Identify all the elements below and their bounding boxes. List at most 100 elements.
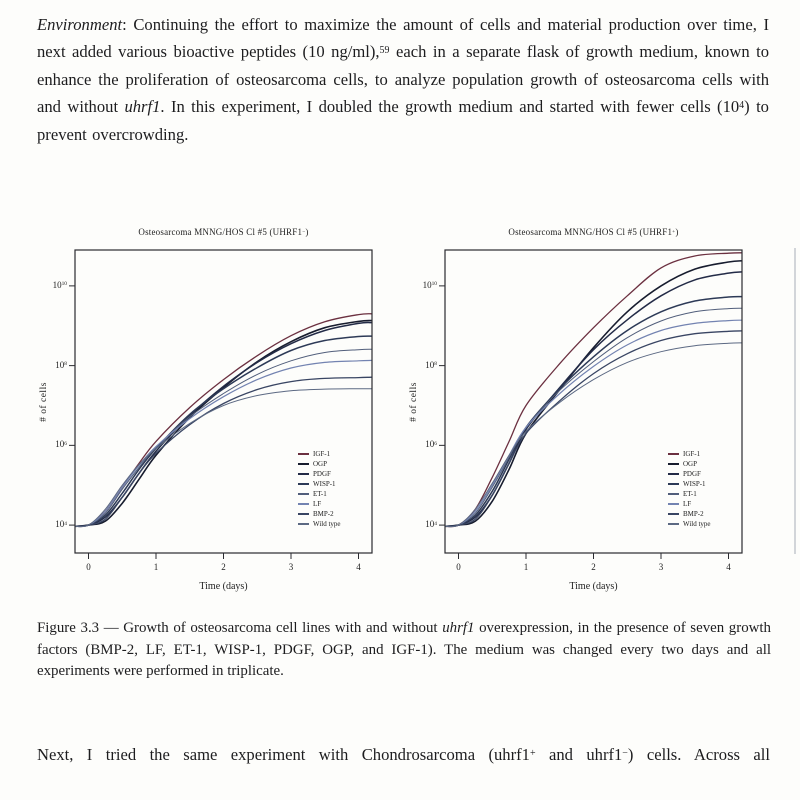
text-run: − bbox=[302, 228, 306, 235]
legend-swatch-wisp-1 bbox=[668, 482, 679, 486]
legend-item-lf: LF bbox=[668, 499, 711, 509]
legend-label: OGP bbox=[313, 459, 328, 468]
legend-item-igf-1: IGF-1 bbox=[668, 449, 711, 459]
curve-ogp bbox=[75, 319, 372, 528]
legend-item-ogp: OGP bbox=[668, 459, 711, 469]
text-run: uhrf1 bbox=[442, 620, 475, 636]
legend-swatch-igf-1 bbox=[298, 453, 309, 455]
curve-pdgf bbox=[445, 271, 742, 528]
y-axis-label: # of cells bbox=[39, 381, 49, 422]
text-run: overexpression, in the presence of seven… bbox=[37, 620, 771, 680]
legend-label: BMP-2 bbox=[313, 509, 334, 518]
legend-swatch-bmp-2 bbox=[668, 513, 679, 515]
text-run: Environment bbox=[37, 15, 123, 34]
text-run: ) bbox=[675, 227, 679, 237]
legend-item-bmp-2: BMP-2 bbox=[298, 509, 341, 519]
x-tick-label: 3 bbox=[288, 562, 294, 572]
legend-swatch-wisp-1 bbox=[298, 482, 309, 486]
x-tick-label: 1 bbox=[523, 562, 529, 572]
figure-3-3: Osteosarcoma MNNG/HOS Cl #5 (UHRF1−) 1010… bbox=[0, 222, 800, 602]
legend-label: IGF-1 bbox=[313, 449, 331, 458]
curve-et-1 bbox=[445, 307, 742, 527]
curve-wild-type bbox=[445, 342, 742, 528]
text-run: and uhrf1 bbox=[535, 745, 623, 764]
figure-caption: Figure 3.3 — Growth of osteosarcoma cell… bbox=[37, 618, 771, 683]
curve-lf bbox=[445, 319, 742, 528]
text-run: Osteosarcoma MNNG/HOS Cl #5 (UHRF1 bbox=[508, 227, 673, 237]
legend-item-pdgf: PDGF bbox=[668, 469, 711, 479]
legend-item-igf-1: IGF-1 bbox=[298, 449, 341, 459]
legend-item-lf: LF bbox=[298, 499, 341, 509]
legend-label: PDGF bbox=[683, 469, 701, 478]
legend-label: IGF-1 bbox=[683, 449, 701, 458]
x-tick-label: 3 bbox=[658, 562, 664, 572]
paragraph-chondrosarcoma: Next, I tried the same experiment with C… bbox=[37, 741, 770, 768]
text-run: + bbox=[672, 228, 676, 235]
text-run: each in a separate flask of growth mediu… bbox=[37, 42, 769, 117]
legend-swatch-pdgf bbox=[668, 472, 679, 476]
curve-pdgf bbox=[75, 321, 372, 528]
y-tick-label: 108 bbox=[55, 359, 67, 370]
text-run: Next, I tried the same experiment with C… bbox=[37, 745, 530, 764]
x-tick-label: 4 bbox=[726, 562, 731, 572]
legend-swatch-pdgf bbox=[298, 472, 309, 476]
legend-item-et-1: ET-1 bbox=[668, 489, 711, 499]
legend-swatch-bmp-2 bbox=[298, 513, 309, 515]
legend: IGF-1 OGP PDGF WISP-1 ET-1 LF BMP-2 Wild type bbox=[298, 449, 341, 529]
legend-swatch-wild-type bbox=[298, 523, 309, 525]
legend-label: LF bbox=[683, 499, 692, 508]
legend-label: ET-1 bbox=[313, 489, 327, 498]
curve-bmp-2 bbox=[75, 376, 372, 527]
x-tick-label: 0 bbox=[86, 562, 91, 572]
chart-uhrf1-plus: Osteosarcoma MNNG/HOS Cl #5 (UHRF1+) 1 0 10… bbox=[406, 222, 776, 600]
text-run: + bbox=[529, 747, 536, 759]
x-axis-label: Time (days) bbox=[199, 581, 248, 592]
y-tick-label: 108 bbox=[425, 359, 437, 370]
legend-label: Wild type bbox=[683, 519, 711, 528]
legend-swatch-ogp bbox=[668, 462, 679, 466]
legend-label: BMP-2 bbox=[683, 509, 704, 518]
legend-label: ET-1 bbox=[683, 489, 697, 498]
x-tick-label: 0 bbox=[456, 562, 461, 572]
y-tick-label: 104 bbox=[55, 519, 67, 530]
legend-item-wild-type: Wild type bbox=[298, 519, 341, 529]
text-run: ) cells. Across all bbox=[627, 745, 770, 764]
text-run: Osteosarcoma MNNG/HOS Cl #5 (UHRF1 bbox=[138, 227, 303, 237]
legend-swatch-lf bbox=[298, 503, 309, 505]
curve-bmp-2 bbox=[445, 330, 742, 527]
x-tick-label: 1 bbox=[153, 562, 159, 572]
y-axis-label: # of cells bbox=[409, 381, 419, 422]
text-run: uhrf1 bbox=[124, 97, 161, 117]
plot-border bbox=[74, 249, 373, 554]
chart-title: Osteosarcoma MNNG/HOS Cl #5 (UHRF1+) bbox=[445, 227, 742, 237]
legend-item-wisp-1: WISP-1 bbox=[668, 479, 711, 489]
legend-item-wisp-1: WISP-1 bbox=[298, 479, 341, 489]
legend-swatch-wild-type bbox=[668, 523, 679, 525]
text-run: − bbox=[622, 747, 628, 759]
curve-wild-type bbox=[75, 388, 372, 528]
legend-label: WISP-1 bbox=[683, 479, 706, 488]
legend-label: OGP bbox=[683, 459, 698, 468]
curve-lf bbox=[75, 359, 372, 528]
curve-et-1 bbox=[75, 348, 372, 527]
legend-item-wild-type: Wild type bbox=[668, 519, 711, 529]
legend-swatch-ogp bbox=[298, 462, 309, 466]
legend: IGF-1 OGP PDGF WISP-1 ET-1 LF BMP-2 Wild type bbox=[668, 449, 711, 529]
y-tick-label: 1010 bbox=[52, 279, 67, 290]
legend-item-bmp-2: BMP-2 bbox=[668, 509, 711, 519]
text-run: 4 bbox=[739, 99, 745, 111]
scan-edge-artifact bbox=[794, 248, 796, 554]
legend-swatch-igf-1 bbox=[668, 453, 679, 455]
x-axis-label: Time (days) bbox=[569, 581, 618, 592]
legend-label: Wild type bbox=[313, 519, 341, 528]
text-run: . In this experiment, I doubled the grow… bbox=[160, 97, 740, 117]
legend-item-pdgf: PDGF bbox=[298, 469, 341, 479]
paragraph-environment: Environment: Continuing the effort to ma… bbox=[37, 11, 769, 148]
x-tick-label: 4 bbox=[356, 562, 361, 572]
legend-swatch-et-1 bbox=[298, 493, 309, 495]
y-tick-label: 106 bbox=[55, 439, 67, 450]
legend-item-ogp: OGP bbox=[298, 459, 341, 469]
text-run: 59 bbox=[379, 44, 390, 56]
legend-swatch-lf bbox=[668, 503, 679, 505]
